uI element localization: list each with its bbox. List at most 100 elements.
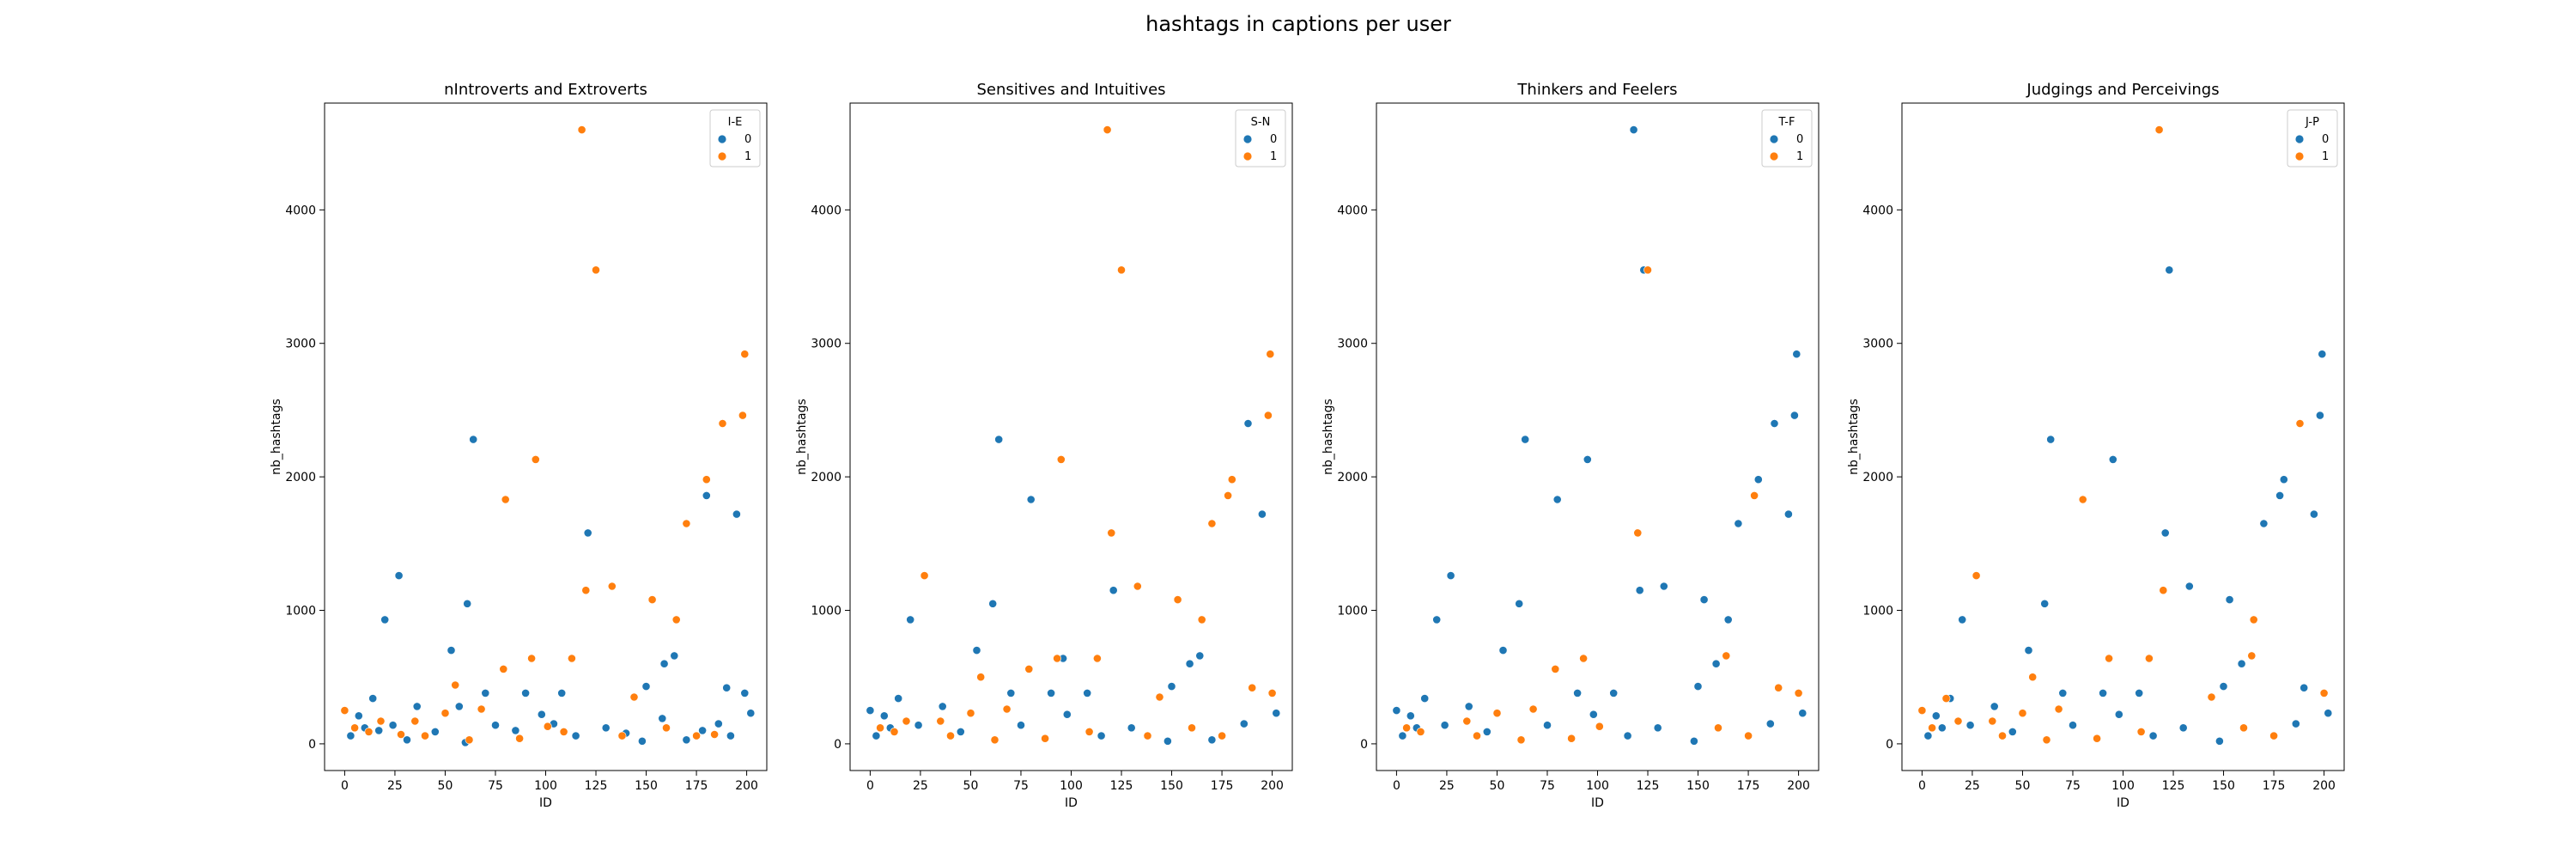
x-tick-label: 75	[1540, 779, 1555, 793]
data-point	[2324, 709, 2333, 718]
data-point	[368, 694, 378, 703]
x-axis-label: ID	[1065, 796, 1078, 810]
data-point	[346, 731, 355, 740]
legend-title: J-P	[2305, 116, 2319, 129]
data-point	[2225, 595, 2234, 604]
x-axis-label: ID	[539, 796, 552, 810]
data-point	[2114, 710, 2123, 719]
data-point	[659, 659, 669, 668]
y-tick-label: 1000	[1337, 605, 1368, 618]
data-point	[936, 716, 945, 726]
data-point	[1765, 719, 1775, 728]
data-point	[1167, 682, 1176, 691]
data-point	[670, 651, 679, 661]
data-point	[430, 728, 440, 736]
y-axis-label: nb_hashtags	[1321, 399, 1335, 475]
data-point	[1589, 710, 1598, 719]
data-point	[1173, 595, 1182, 604]
y-axis-label: nb_hashtags	[795, 399, 809, 475]
data-point	[1998, 731, 2007, 740]
figure-suptitle: hashtags in captions per user	[1145, 12, 1451, 36]
x-tick-label: 125	[585, 779, 608, 793]
data-point	[638, 736, 647, 746]
data-point	[340, 706, 349, 715]
y-axis-label: nb_hashtags	[270, 399, 283, 475]
data-point	[1133, 582, 1142, 591]
data-point	[1937, 723, 1947, 733]
data-point	[2215, 736, 2224, 746]
data-point	[1543, 721, 1552, 730]
data-point	[1248, 683, 1257, 692]
data-point	[2165, 265, 2174, 275]
data-point	[1521, 435, 1530, 444]
legend-entry: 0	[2322, 133, 2329, 146]
legend-entry: 1	[1270, 150, 1277, 163]
data-point	[1243, 419, 1253, 428]
data-point	[2024, 646, 2033, 655]
data-point	[1917, 706, 1927, 715]
y-tick-label: 2000	[1337, 471, 1368, 484]
data-point	[543, 722, 552, 731]
data-point	[521, 689, 530, 698]
data-point	[1971, 571, 1981, 580]
data-point	[2295, 419, 2305, 428]
data-point	[1002, 704, 1012, 714]
data-point	[2309, 509, 2318, 519]
data-point	[2069, 721, 2077, 730]
data-point	[451, 680, 460, 690]
data-point	[376, 716, 386, 726]
y-tick-label: 0	[1360, 738, 1368, 752]
y-tick-label: 3000	[1862, 338, 1893, 351]
data-point	[1188, 723, 1196, 733]
data-point	[2078, 495, 2087, 504]
y-tick-label: 2000	[285, 471, 316, 484]
legend-entry: 1	[744, 150, 751, 163]
data-point	[726, 731, 735, 740]
data-point	[1690, 736, 1698, 746]
legend-marker	[1770, 152, 1778, 161]
data-point	[1528, 704, 1538, 714]
data-point	[1794, 689, 1803, 698]
data-point	[454, 702, 464, 711]
series-0	[346, 435, 756, 747]
data-point	[1416, 728, 1425, 736]
x-axis-label: ID	[1591, 796, 1604, 810]
data-point	[1432, 615, 1442, 624]
y-tick-label: 1000	[1862, 605, 1893, 618]
data-point	[682, 519, 691, 528]
data-point	[1218, 731, 1226, 740]
data-point	[2018, 709, 2027, 718]
data-point	[1750, 491, 1759, 500]
x-tick-label: 25	[913, 779, 928, 793]
data-point	[1026, 495, 1036, 504]
data-point	[2058, 689, 2068, 698]
data-point	[1398, 731, 1407, 740]
data-point	[1207, 735, 1217, 745]
data-point	[499, 665, 508, 673]
legend-marker	[2295, 135, 2304, 143]
series-1	[1917, 125, 2329, 745]
data-point	[515, 734, 524, 743]
data-point	[354, 711, 363, 721]
x-tick-label: 100	[534, 779, 557, 793]
data-point	[1482, 728, 1492, 736]
data-point	[1711, 659, 1721, 668]
data-point	[1515, 599, 1524, 608]
data-point	[374, 726, 384, 735]
data-point	[938, 702, 947, 711]
legend-marker	[1770, 135, 1778, 143]
data-point	[1965, 721, 1975, 730]
series-1	[1402, 265, 1803, 745]
data-point	[1988, 716, 1997, 726]
legend-marker	[1243, 152, 1252, 161]
x-tick-label: 150	[1160, 779, 1183, 793]
data-point	[1928, 723, 1936, 733]
data-point	[1579, 654, 1588, 663]
data-point	[1629, 125, 1638, 134]
chart-title: Judgings and Perceivings	[2026, 81, 2219, 99]
x-tick-label: 150	[635, 779, 658, 793]
data-point	[1041, 734, 1049, 743]
x-tick-label: 0	[866, 779, 874, 793]
